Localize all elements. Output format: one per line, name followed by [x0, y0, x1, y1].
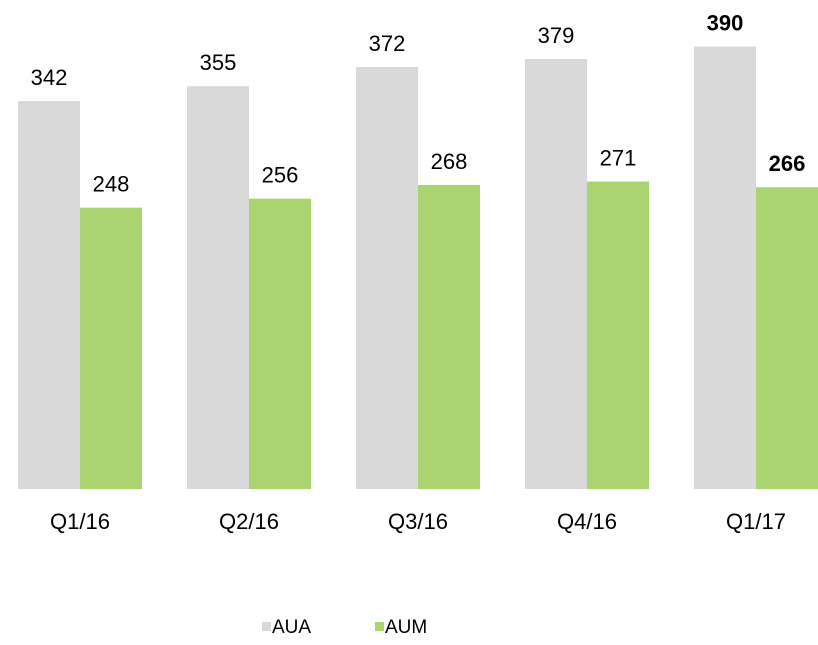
- x-tick-label: Q1/17: [726, 509, 786, 534]
- data-label: 355: [200, 50, 237, 75]
- x-tick-label: Q1/16: [50, 509, 110, 534]
- bar: [525, 59, 587, 489]
- bar: [694, 46, 756, 490]
- x-tick-label: Q4/16: [557, 509, 617, 534]
- x-tick-label: Q3/16: [388, 509, 448, 534]
- bar: [418, 184, 480, 490]
- x-tick-label: Q2/16: [219, 509, 279, 534]
- bar: [587, 181, 649, 489]
- bar: [356, 66, 418, 489]
- bar: [187, 86, 249, 489]
- data-label: 390: [707, 10, 744, 35]
- bar: [756, 187, 818, 489]
- bar: [80, 207, 142, 490]
- data-label: 271: [600, 145, 637, 170]
- legend-swatch: [375, 622, 384, 631]
- data-label: 268: [431, 149, 468, 174]
- data-label: 342: [31, 65, 68, 90]
- data-label: 372: [369, 31, 406, 56]
- bar: [18, 101, 80, 489]
- legend-label: AUM: [385, 617, 427, 638]
- data-label: 256: [262, 162, 299, 187]
- data-label: 379: [538, 23, 575, 48]
- legend-swatch: [262, 622, 271, 631]
- legend-label: AUA: [272, 617, 311, 638]
- bar: [249, 198, 311, 489]
- data-label: 266: [769, 151, 806, 176]
- data-label: 248: [93, 171, 130, 196]
